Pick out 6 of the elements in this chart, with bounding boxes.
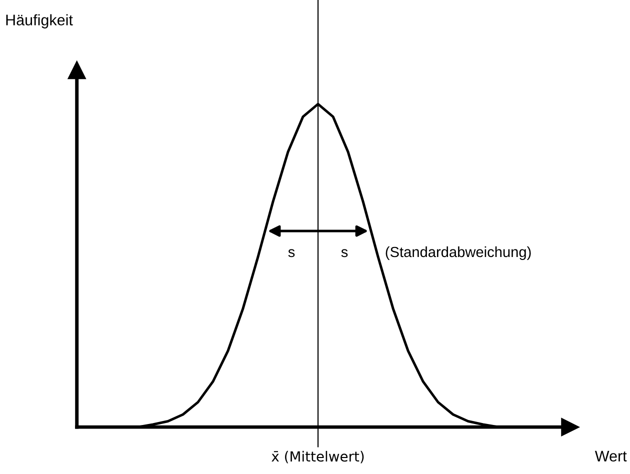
annotation: s (341, 249, 348, 258)
annotation: (Standardabweichung) (386, 246, 531, 260)
text: Häufigkeit (6, 14, 73, 28)
text: x̄ (Mittelwert) (272, 450, 364, 464)
annotation: s (288, 249, 295, 258)
text: Wert (594, 450, 627, 462)
